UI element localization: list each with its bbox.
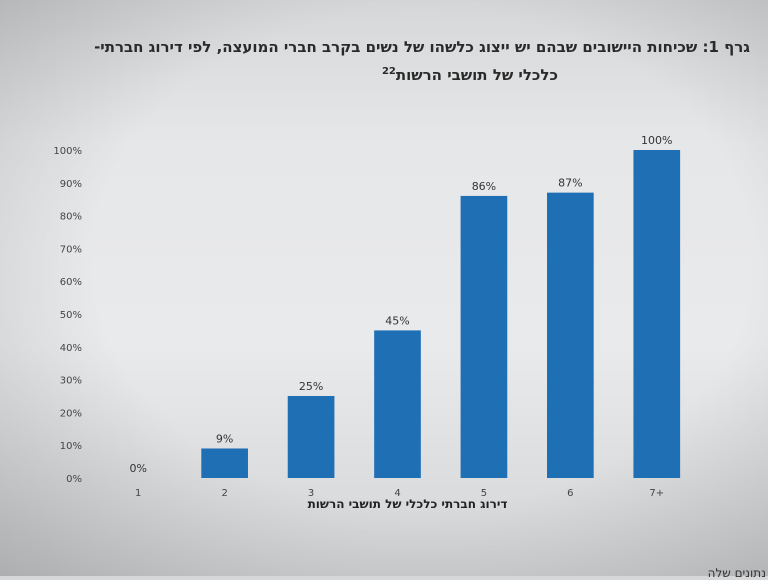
data-label: 25% (299, 380, 323, 393)
chart-title-text-1: שכיחות היישובים שבהם יש ייצוג כלשהו של נ… (94, 38, 698, 56)
x-tick-label: 3 (308, 488, 314, 499)
data-label: 87% (558, 177, 582, 190)
bar (633, 150, 681, 478)
data-label: 0% (129, 462, 146, 475)
x-tick-label: 1 (135, 488, 141, 499)
x-tick-label: 5 (481, 488, 487, 499)
page-footer-fragment: נתונים שלה (707, 566, 766, 580)
chart-title-prefix: גרף 1: (702, 38, 750, 56)
y-tick-label: 40% (60, 343, 82, 354)
bar (201, 448, 248, 478)
bar (374, 330, 421, 478)
x-tick-label: 2 (221, 488, 227, 499)
y-tick-label: 80% (60, 212, 82, 223)
data-label: 9% (216, 432, 233, 445)
data-label: 86% (472, 180, 496, 193)
y-tick-label: 30% (60, 376, 82, 387)
data-label: 45% (385, 314, 409, 327)
x-tick-label: 4 (394, 488, 400, 499)
x-tick-label: 7+ (649, 488, 664, 499)
y-tick-label: 100% (53, 146, 82, 157)
y-tick-label: 0% (66, 474, 82, 485)
y-tick-label: 90% (60, 179, 82, 190)
chart-title-line-1: גרף 1: שכיחות היישובים שבהם יש ייצוג כלש… (30, 38, 750, 56)
chart-title-line-2: כלכלי של תושבי הרשות22 (30, 66, 558, 84)
data-label: 100% (641, 134, 672, 147)
y-tick-label: 50% (60, 310, 82, 321)
x-axis-title: דירוג חברתי כלכלי של תושבי הרשות (308, 497, 508, 511)
y-tick-label: 20% (60, 408, 82, 419)
y-tick-label: 60% (60, 277, 82, 288)
chart-title-text-2: כלכלי של תושבי הרשות (395, 66, 558, 84)
bar (460, 195, 508, 479)
bar (547, 192, 594, 478)
y-tick-label: 70% (60, 244, 82, 255)
bar (287, 396, 335, 478)
x-tick-label: 6 (567, 488, 573, 499)
y-tick-label: 10% (60, 441, 82, 452)
chart-title-footnote: 22 (381, 66, 396, 77)
